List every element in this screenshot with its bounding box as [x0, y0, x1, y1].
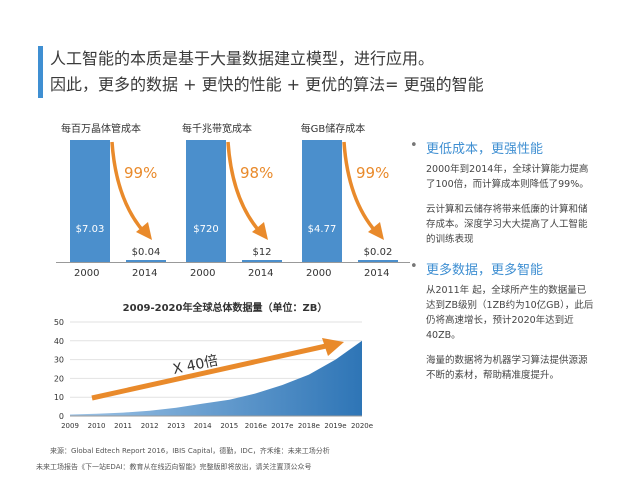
- y-tick-label: 0: [59, 412, 64, 421]
- axis-baseline: [172, 262, 294, 263]
- x-tick-label: 2010: [88, 422, 106, 430]
- area-chart: 0 10 20 30 40 50 2009 2010 2011 2012 2013 2014 2015 2…: [54, 318, 373, 430]
- data-area: [70, 340, 362, 416]
- tick-label-2000: 2000: [306, 268, 332, 279]
- x-tick-label: 2012: [141, 422, 159, 430]
- bar-label-2000: $720: [193, 224, 219, 235]
- bar-label-2014: $12: [252, 247, 272, 258]
- bar-2000: [186, 140, 226, 262]
- bar-label-2014: $0.04: [131, 247, 161, 258]
- y-tick-label: 20: [54, 374, 64, 383]
- tick-label-2000: 2000: [190, 268, 216, 279]
- y-tick-label: 10: [54, 393, 64, 402]
- mini-chart-storage: 每GB储存成本 $4.77 $0.02 2000 2014 99%: [288, 120, 410, 290]
- y-tick-label: 50: [54, 318, 64, 327]
- x-tick-label: 2019e: [324, 422, 346, 430]
- x-tick-label: 2009: [61, 422, 79, 430]
- mini-chart-title: 每GB储存成本: [300, 124, 366, 135]
- x-tick-label: 2018e: [298, 422, 320, 430]
- bullet-title-cost: 更低成本，更强性能: [410, 138, 620, 157]
- decline-percent: 99%: [124, 164, 158, 182]
- axis-baseline: [56, 262, 178, 263]
- bar-2000: [302, 140, 342, 262]
- decline-arrow-icon: [342, 141, 384, 240]
- decline-arrow-icon: [226, 141, 268, 240]
- source-note: 来源：Global Edtech Report 2016，IBIS Capita…: [50, 447, 330, 455]
- x-tick-label: 2014: [194, 422, 212, 430]
- bar-2014: [358, 260, 398, 262]
- decline-percent: 99%: [356, 164, 390, 182]
- headline-line-1: 人工智能的本质是基于大量数据建立模型，进行应用。: [50, 49, 435, 68]
- headline-line-2: 因此，更多的数据 + 更快的性能 + 更优的算法= 更强的智能: [50, 75, 484, 94]
- axis-baseline: [288, 262, 410, 263]
- decline-arrow-icon: [110, 141, 152, 240]
- growth-arrowhead-icon: [322, 338, 344, 356]
- y-tick-label: 30: [54, 356, 64, 365]
- tick-label-2000: 2000: [74, 268, 100, 279]
- x-tick-label: 2013: [167, 422, 185, 430]
- tick-label-2014: 2014: [248, 268, 274, 279]
- tick-label-2014: 2014: [364, 268, 390, 279]
- bar-2014: [242, 260, 282, 262]
- tick-label-2014: 2014: [132, 268, 158, 279]
- bar-label-2014: $0.02: [363, 247, 393, 258]
- mini-chart-title: 每百万晶体管成本: [61, 124, 141, 135]
- bar-2000: [70, 140, 110, 262]
- decline-percent: 98%: [240, 164, 274, 182]
- x-tick-label: 2020e: [351, 422, 373, 430]
- x-tick-label: 2015: [220, 422, 238, 430]
- bar-2014: [126, 260, 166, 262]
- paragraph-compute: 2000年到2014年，全球计算能力提高了100倍，而计算成本则降低了99%。: [426, 164, 589, 190]
- insight-panel: 更低成本，更强性能 2000年到2014年，全球计算能力提高了100倍，而计算成…: [410, 138, 620, 383]
- bar-label-2000: $7.03: [75, 224, 105, 235]
- x-tick-label: 2017e: [271, 422, 293, 430]
- growth-arrow-icon: [91, 343, 327, 401]
- y-tick-label: 40: [54, 337, 64, 346]
- mini-chart-title: 每千兆带宽成本: [182, 124, 252, 135]
- paragraph-cloud: 云计算和云储存将带来低廉的计算和储存成本。深度学习大大提高了人工智能的训练表现: [426, 204, 588, 245]
- mini-chart-bandwidth: 每千兆带宽成本 $720 $12 2000 2014 98%: [172, 120, 294, 290]
- x-tick-label: 2011: [114, 422, 132, 430]
- slide-headline: 人工智能的本质是基于大量数据建立模型，进行应用。 因此，更多的数据 + 更快的性…: [50, 46, 484, 98]
- paragraph-ml-material: 海量的数据将为机器学习算法提供源源不断的素材，帮助精准度提升。: [426, 355, 588, 381]
- bar-label-2000: $4.77: [307, 224, 337, 235]
- bullet-title-data: 更多数据，更多智能: [410, 259, 620, 278]
- mini-chart-transistor: 每百万晶体管成本 $7.03 $0.04 2000 2014 99%: [56, 120, 178, 290]
- title-accent-bar: [38, 46, 43, 98]
- paragraph-data-volume: 从2011年 起，全球所产生的数据量已达到ZB级别（1ZB约为10亿GB），此后…: [426, 285, 594, 341]
- report-note: 未来工场报告《下一站EDAI：教育从在线迈向智能》完整版即将放出，请关注置顶公众…: [36, 463, 312, 471]
- area-chart-title: 2009-2020年全球总体数据量（单位：ZB）: [122, 303, 328, 314]
- x-tick-label: 2016e: [245, 422, 267, 430]
